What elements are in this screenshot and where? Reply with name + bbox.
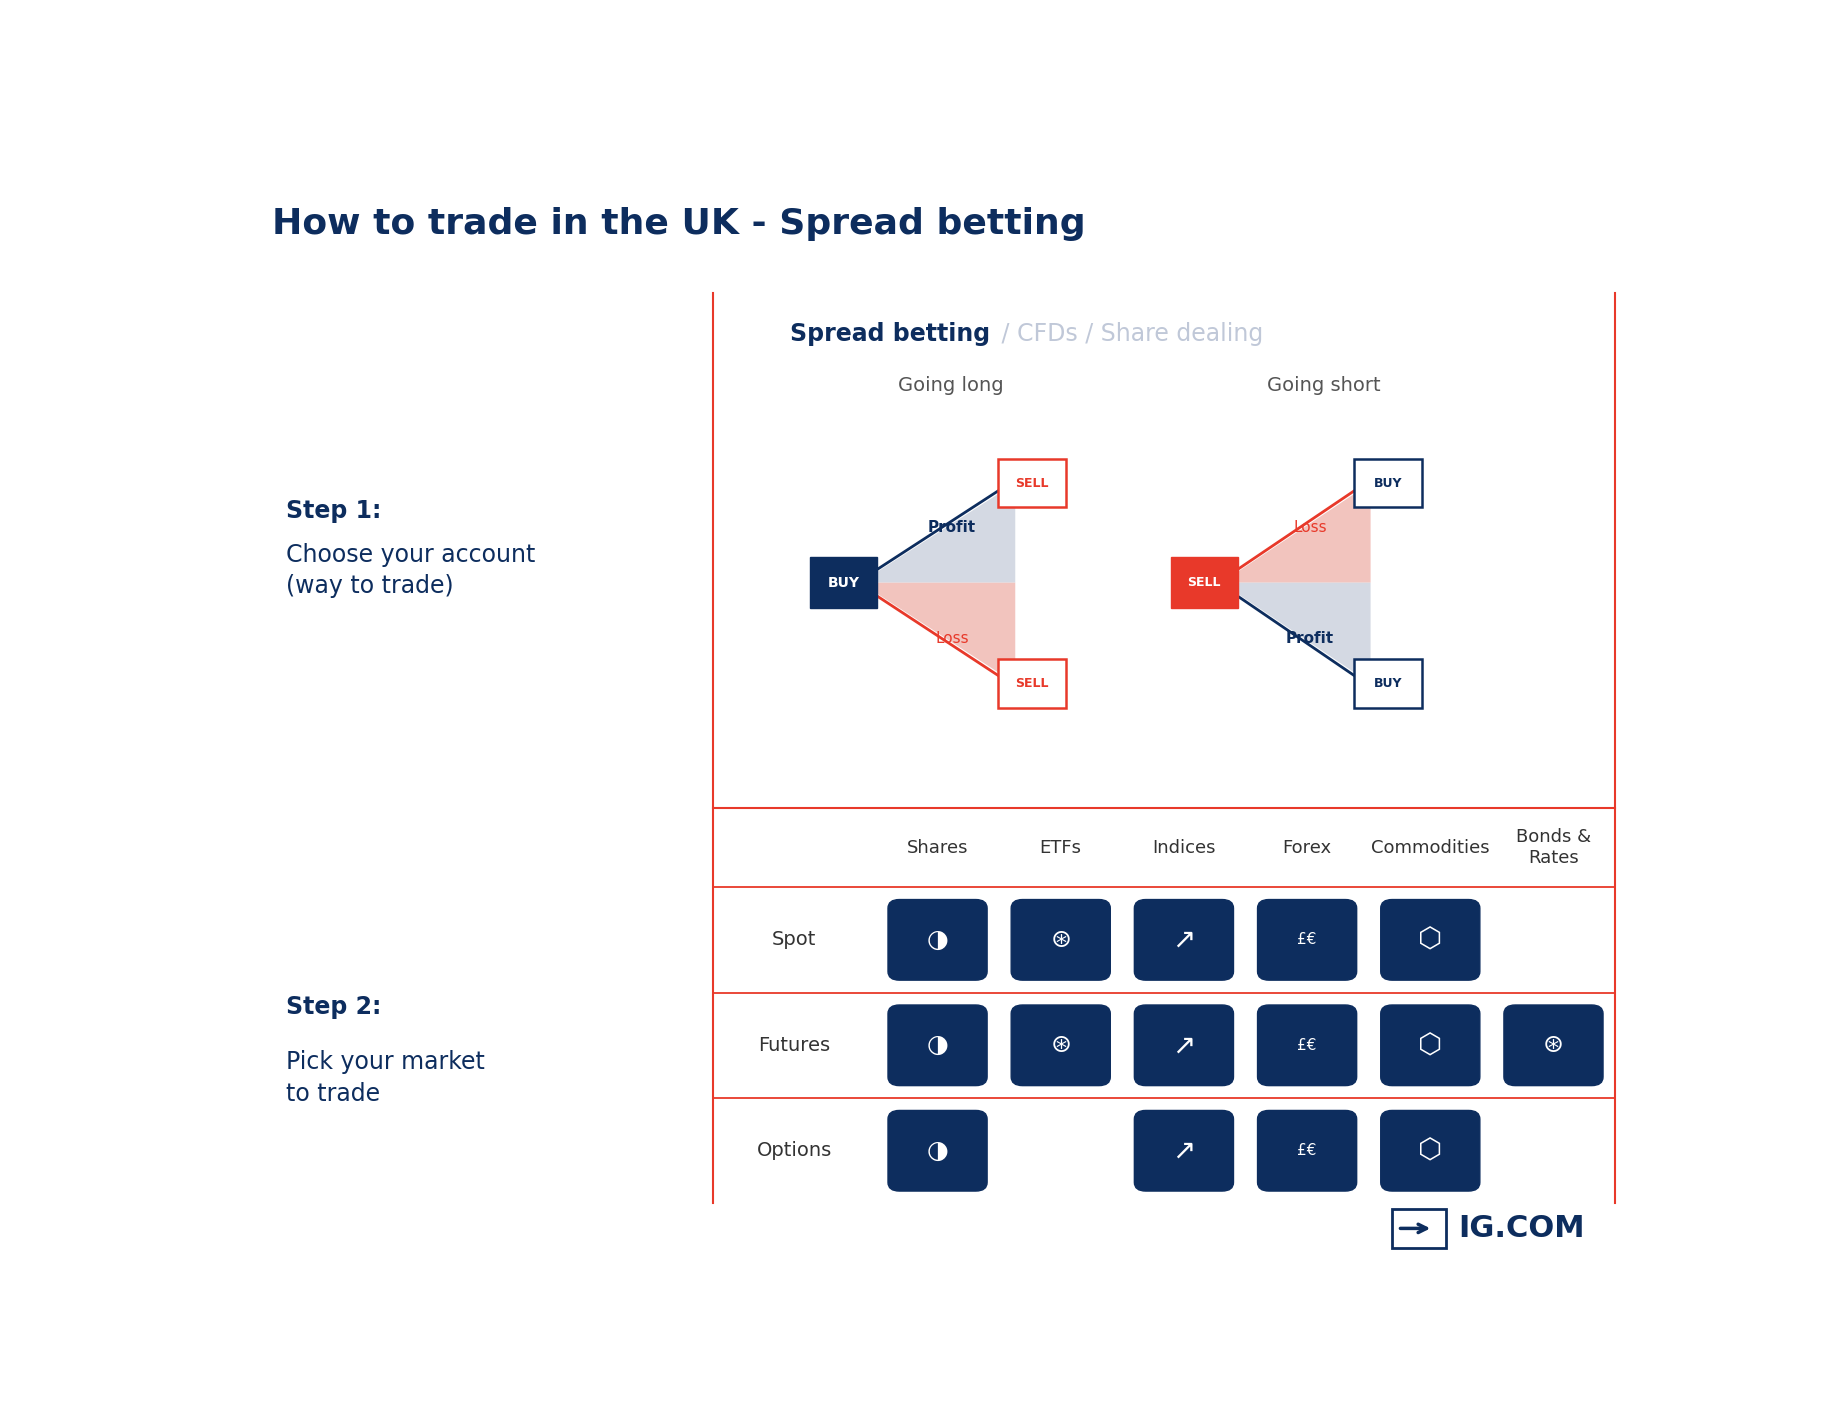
Text: BUY: BUY — [1374, 477, 1401, 490]
FancyBboxPatch shape — [998, 658, 1066, 708]
Text: Step 1:: Step 1: — [286, 499, 381, 523]
Text: BUY: BUY — [1374, 677, 1401, 689]
Polygon shape — [860, 483, 1016, 582]
Text: Spot: Spot — [772, 930, 816, 950]
FancyBboxPatch shape — [811, 557, 877, 608]
FancyBboxPatch shape — [1135, 899, 1234, 981]
Text: ◑: ◑ — [926, 1033, 948, 1057]
FancyBboxPatch shape — [998, 459, 1066, 508]
FancyBboxPatch shape — [1381, 1005, 1480, 1086]
Text: ↗: ↗ — [1172, 1031, 1196, 1059]
Text: ↗: ↗ — [1172, 926, 1196, 954]
Text: IG.COM: IG.COM — [1458, 1214, 1585, 1242]
FancyBboxPatch shape — [1258, 1005, 1357, 1086]
Text: SELL: SELL — [1016, 677, 1049, 689]
Text: Going short: Going short — [1267, 376, 1381, 395]
Text: Commodities: Commodities — [1372, 839, 1489, 857]
Text: Shares: Shares — [906, 839, 968, 857]
Polygon shape — [1221, 483, 1370, 582]
FancyBboxPatch shape — [888, 1110, 987, 1192]
Polygon shape — [1221, 582, 1370, 684]
Text: Indices: Indices — [1152, 839, 1216, 857]
FancyBboxPatch shape — [1353, 658, 1421, 708]
Text: SELL: SELL — [1016, 477, 1049, 490]
Text: £€: £€ — [1297, 933, 1317, 947]
Text: Spread betting: Spread betting — [790, 322, 990, 346]
FancyBboxPatch shape — [1258, 1110, 1357, 1192]
FancyBboxPatch shape — [1258, 899, 1357, 981]
Text: Choose your account
(way to trade): Choose your account (way to trade) — [286, 543, 536, 598]
FancyBboxPatch shape — [1353, 459, 1421, 508]
Text: ⊛: ⊛ — [1051, 927, 1071, 953]
Text: Step 2:: Step 2: — [286, 995, 381, 1020]
Text: Going long: Going long — [899, 376, 1003, 395]
Text: ◑: ◑ — [926, 1138, 948, 1162]
Text: ETFs: ETFs — [1040, 839, 1082, 857]
Text: ◑: ◑ — [926, 927, 948, 953]
Text: £€: £€ — [1297, 1038, 1317, 1052]
Text: Profit: Profit — [1286, 630, 1335, 646]
Text: Bonds &
Rates: Bonds & Rates — [1517, 829, 1592, 867]
FancyBboxPatch shape — [1135, 1110, 1234, 1192]
Text: ⊛: ⊛ — [1542, 1033, 1564, 1057]
Text: ⬡: ⬡ — [1418, 1137, 1442, 1165]
Text: ⊛: ⊛ — [1051, 1033, 1071, 1057]
Text: ⬡: ⬡ — [1418, 926, 1442, 954]
Text: SELL: SELL — [1188, 577, 1221, 590]
FancyBboxPatch shape — [1392, 1209, 1445, 1248]
FancyBboxPatch shape — [1011, 1005, 1110, 1086]
Text: How to trade in the UK - Spread betting: How to trade in the UK - Spread betting — [271, 207, 1086, 241]
FancyBboxPatch shape — [1504, 1005, 1603, 1086]
FancyBboxPatch shape — [888, 1005, 987, 1086]
Text: BUY: BUY — [827, 575, 860, 590]
Text: Loss: Loss — [935, 630, 968, 646]
Text: Forex: Forex — [1282, 839, 1331, 857]
FancyBboxPatch shape — [1011, 899, 1110, 981]
Text: Pick your market
to trade: Pick your market to trade — [286, 1050, 484, 1106]
Text: Loss: Loss — [1293, 521, 1328, 535]
Text: ⬡: ⬡ — [1418, 1031, 1442, 1059]
FancyBboxPatch shape — [888, 899, 987, 981]
FancyBboxPatch shape — [1170, 557, 1238, 608]
FancyBboxPatch shape — [1381, 1110, 1480, 1192]
FancyBboxPatch shape — [1381, 899, 1480, 981]
Polygon shape — [860, 582, 1016, 684]
Text: ↗: ↗ — [1172, 1137, 1196, 1165]
Text: Profit: Profit — [928, 521, 976, 535]
Text: / CFDs / Share dealing: / CFDs / Share dealing — [994, 322, 1264, 346]
Text: £€: £€ — [1297, 1144, 1317, 1158]
FancyBboxPatch shape — [1135, 1005, 1234, 1086]
Text: Options: Options — [757, 1141, 833, 1161]
Text: Futures: Futures — [757, 1036, 831, 1055]
